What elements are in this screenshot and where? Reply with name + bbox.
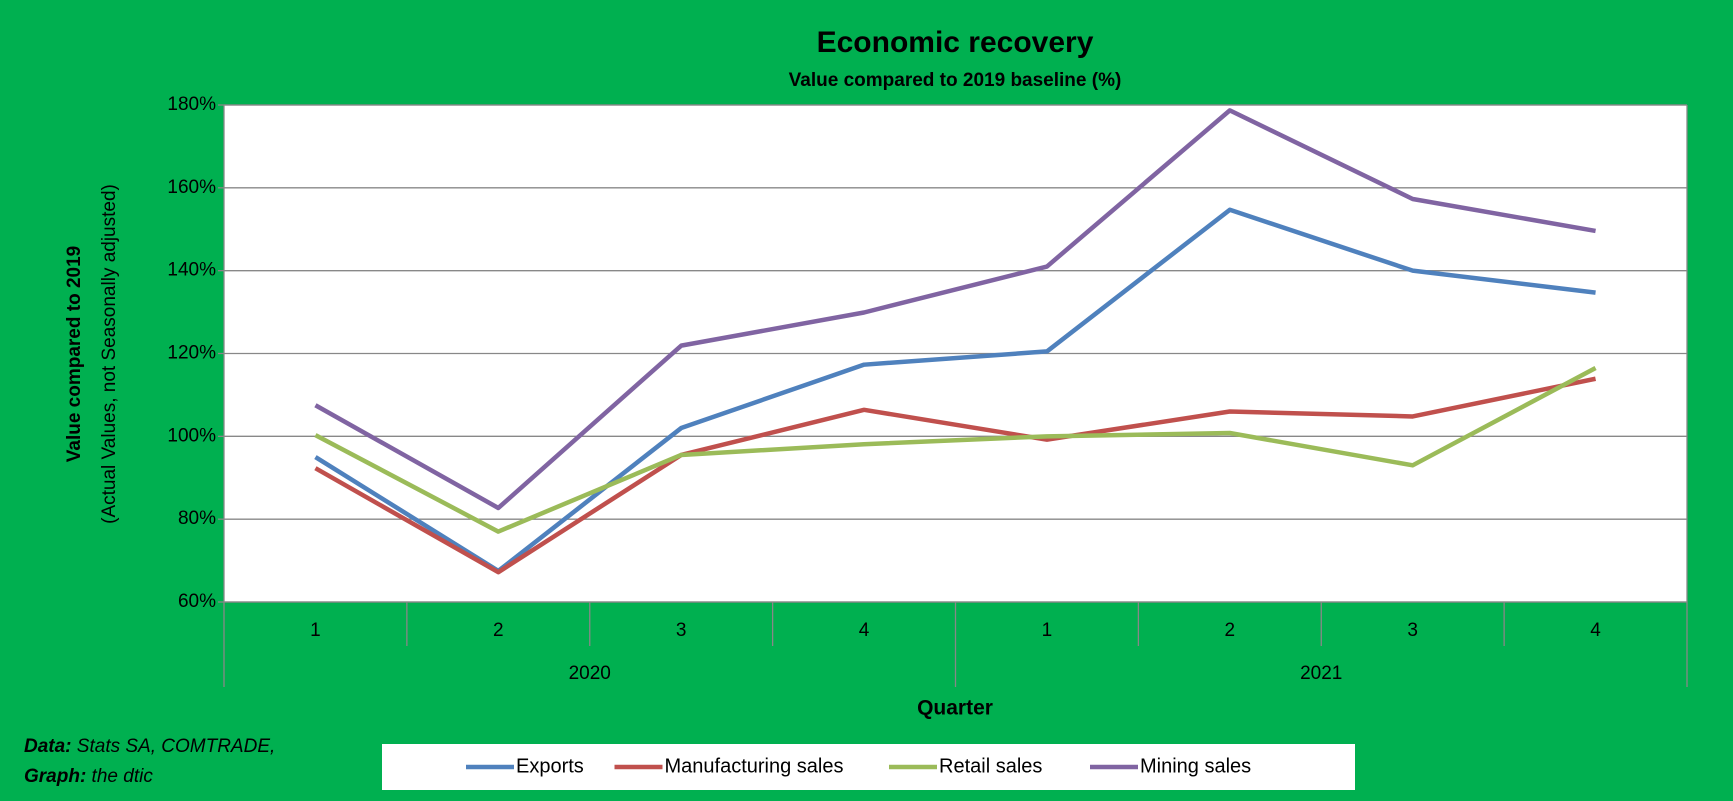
x-tick-label: 3 <box>676 620 687 641</box>
x-group-label: 2020 <box>569 663 611 684</box>
series-line <box>314 108 1596 511</box>
source-text: Stats SA, COMTRADE, <box>72 736 276 757</box>
y-tick-label: 180% <box>167 94 216 115</box>
x-tick-label: 1 <box>310 620 321 641</box>
legend-box <box>382 744 1355 790</box>
source-note: Graph: the dtic <box>24 766 153 787</box>
series-line <box>314 207 1596 574</box>
x-tick-label: 4 <box>1590 620 1601 641</box>
x-tick-label: 2 <box>1225 620 1236 641</box>
source-note: Data: Stats SA, COMTRADE, <box>24 736 275 757</box>
y-tick-label: 140% <box>167 260 216 281</box>
y-axis-label: Value compared to 2019 <box>64 246 85 463</box>
x-tick-label: 1 <box>1042 620 1053 641</box>
y-tick-label: 60% <box>178 591 216 612</box>
legend-label: Retail sales <box>939 755 1042 777</box>
legend-label: Manufacturing sales <box>665 755 844 777</box>
legend-label: Mining sales <box>1140 755 1251 777</box>
y-tick-label: 80% <box>178 508 216 529</box>
chart-subtitle: Value compared to 2019 baseline (%) <box>789 70 1122 91</box>
source-text: the dtic <box>86 766 153 787</box>
y-tick-label: 100% <box>167 425 216 446</box>
x-tick-label: 2 <box>493 620 504 641</box>
series-line <box>314 366 1597 534</box>
x-axis-label: Quarter <box>917 697 993 720</box>
y-tick-label: 120% <box>167 343 216 364</box>
y-tick-label: 160% <box>167 177 216 198</box>
x-tick-label: 4 <box>859 620 870 641</box>
source-label: Data: <box>24 736 72 757</box>
series-line <box>314 376 1597 575</box>
y-axis-sublabel: (Actual Values, not Seasonally adjusted) <box>99 184 120 524</box>
chart-title: Economic recovery <box>817 26 1094 59</box>
x-group-label: 2021 <box>1300 663 1342 684</box>
legend-label: Exports <box>516 755 584 777</box>
source-label: Graph: <box>24 766 86 787</box>
x-tick-label: 3 <box>1407 620 1418 641</box>
